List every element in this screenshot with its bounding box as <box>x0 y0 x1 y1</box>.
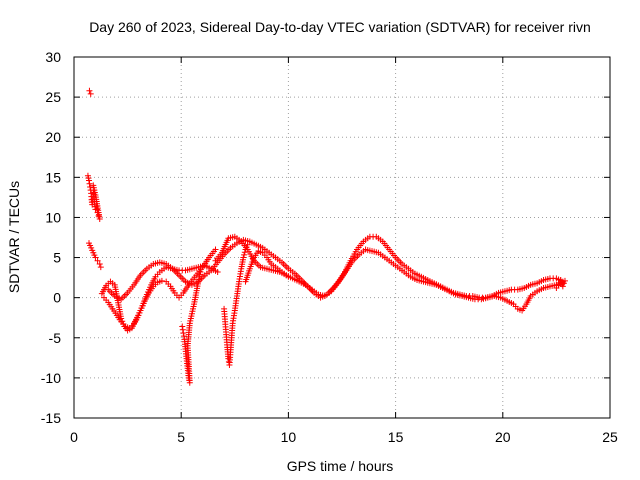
grid <box>74 57 610 418</box>
data-point <box>94 257 101 264</box>
data-point <box>92 254 99 261</box>
plot-frame <box>73 56 611 419</box>
data-point <box>87 183 94 190</box>
data-point <box>244 241 251 248</box>
data-point <box>179 326 186 333</box>
series-outlier <box>86 87 94 97</box>
y-tick-label: -10 <box>41 370 61 386</box>
data-point <box>559 283 566 290</box>
data-point <box>197 268 204 275</box>
y-tick-label: 5 <box>53 250 61 266</box>
series-early-high <box>84 172 103 223</box>
y-tick-label: 15 <box>45 169 61 185</box>
x-tick-label: 25 <box>602 429 618 445</box>
data-point <box>180 333 187 340</box>
y-tick-label: 30 <box>45 49 61 65</box>
x-tick-label: 20 <box>495 429 511 445</box>
data-point <box>87 90 94 97</box>
series-dip-2 <box>221 241 251 369</box>
data-point <box>555 282 562 289</box>
x-tick-label: 15 <box>388 429 404 445</box>
data-point <box>90 182 97 189</box>
data-point <box>212 246 219 253</box>
data-point <box>179 323 186 330</box>
data-point <box>285 273 292 280</box>
series-track-d <box>212 233 566 301</box>
data-point <box>86 177 93 184</box>
data-point <box>86 87 93 94</box>
data-point <box>240 254 247 261</box>
x-tick-label: 5 <box>177 429 185 445</box>
series-early-mid <box>86 240 104 271</box>
y-tick-label: -15 <box>41 410 61 426</box>
chart-title: Day 260 of 2023, Sidereal Day-to-day VTE… <box>89 19 591 35</box>
data-point <box>241 251 248 258</box>
data-point <box>97 264 104 271</box>
series-track-e <box>242 248 292 285</box>
data-point <box>241 249 248 256</box>
series-cluster-end <box>553 277 568 292</box>
y-tick-label: 10 <box>45 209 61 225</box>
data-point <box>86 180 93 187</box>
data-point <box>158 277 165 284</box>
data-point <box>180 329 187 336</box>
y-tick-label: -5 <box>49 330 62 346</box>
data-point <box>561 277 568 284</box>
y-tick-label: 25 <box>45 89 61 105</box>
y-axis-label: SDTVAR / TECUs <box>6 181 22 293</box>
x-tick-label: 10 <box>281 429 297 445</box>
x-tick-label: 0 <box>70 429 78 445</box>
data-point <box>96 260 103 267</box>
series-dip-1 <box>179 268 204 386</box>
data-points <box>84 87 568 386</box>
y-tick-label: 20 <box>45 129 61 145</box>
x-axis-label: GPS time / hours <box>287 458 394 474</box>
y-tick-label: 0 <box>53 290 61 306</box>
data-point <box>214 268 221 275</box>
